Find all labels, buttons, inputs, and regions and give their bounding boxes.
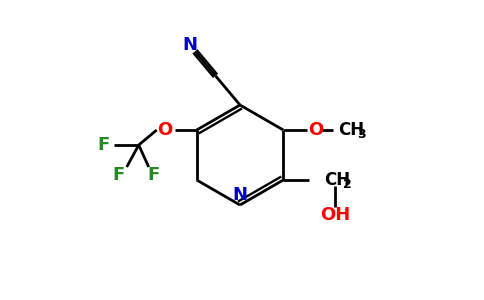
Text: 2: 2 bbox=[343, 178, 352, 190]
Text: OH: OH bbox=[320, 206, 350, 224]
Text: 3: 3 bbox=[357, 128, 366, 140]
Text: CH: CH bbox=[338, 121, 364, 139]
Text: O: O bbox=[308, 121, 323, 139]
Text: F: F bbox=[113, 166, 125, 184]
Text: N: N bbox=[182, 36, 197, 54]
Text: N: N bbox=[232, 186, 247, 204]
Text: O: O bbox=[157, 121, 172, 139]
Text: CH: CH bbox=[324, 171, 350, 189]
Text: F: F bbox=[98, 136, 110, 154]
Text: F: F bbox=[148, 166, 160, 184]
